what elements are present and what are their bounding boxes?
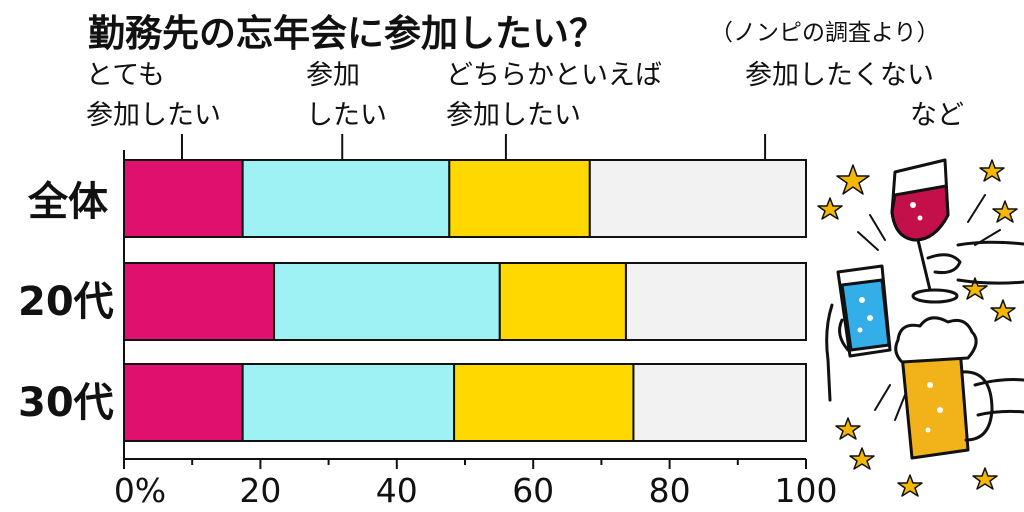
x-tick-label: 20 (239, 471, 281, 510)
legend-label-series-3-line-2: 参加したい (446, 100, 581, 131)
x-tick-label: 100 (775, 471, 838, 510)
bar-segment-row-1-series-4 (588, 159, 808, 238)
legend-label-series-3-line-1: どちらかといえば (446, 60, 662, 91)
star-icons (817, 159, 1018, 497)
bar-segment-row-3-series-3 (453, 363, 635, 442)
star-icon (835, 417, 861, 440)
chart-title: 勤務先の忘年会に参加したい？ (88, 12, 606, 55)
legend-pointers (180, 134, 767, 160)
x-tick-label: 80 (649, 471, 691, 510)
legend: とても 参加したい 参加 したい どちらかといえば 参加したい 参加したくない … (86, 60, 964, 160)
x-tick-label: 60 (512, 471, 554, 510)
star-icon (990, 299, 1016, 322)
x-tick-label: 0% (114, 471, 166, 510)
bar-segment-row-1-series-2 (241, 159, 451, 238)
row-label-20s: 20代 (18, 279, 114, 325)
star-icon (836, 164, 870, 195)
beer-mug-icon (894, 316, 1024, 460)
star-icon (897, 474, 923, 497)
star-icon (849, 447, 875, 470)
legend-label-series-1-line-2: 参加したい (86, 100, 221, 131)
legend-label-series-4-line-2: など (910, 100, 964, 131)
bar-segment-row-3-series-4 (632, 363, 807, 442)
star-icon (962, 277, 988, 300)
star-icon (979, 159, 1005, 182)
x-axis: 0% 20 40 60 80 100 (114, 150, 838, 510)
toast-illustration (817, 158, 1024, 497)
star-icon (817, 197, 843, 220)
chart-subtitle: （ノンピの調査より） (710, 20, 940, 46)
row-label-30s: 30代 (18, 380, 114, 426)
legend-label-series-2-line-1: 参加 (306, 60, 360, 91)
legend-label-series-2-line-2: したい (306, 100, 387, 131)
row-label-all: 全体 (27, 179, 108, 225)
water-glass-icon (825, 264, 892, 402)
bar-segment-row-3-series-1 (123, 363, 244, 442)
bar-segment-row-1-series-1 (123, 159, 244, 238)
bar-segment-row-2-series-3 (498, 262, 627, 341)
star-icon (992, 200, 1018, 223)
bar-segment-row-2-series-4 (624, 262, 808, 341)
bar-segment-row-2-series-1 (123, 262, 276, 341)
bar-segment-row-1-series-3 (448, 159, 591, 238)
bar-segment-row-2-series-2 (273, 262, 501, 341)
bars (123, 159, 808, 442)
legend-label-series-1-line-1: とても (86, 60, 165, 91)
star-icon (972, 467, 998, 490)
bar-segment-row-3-series-2 (241, 363, 456, 442)
wine-glass-icon (890, 158, 1024, 304)
x-tick-label: 40 (376, 471, 418, 510)
legend-label-series-4-line-1: 参加したくない (745, 60, 934, 91)
